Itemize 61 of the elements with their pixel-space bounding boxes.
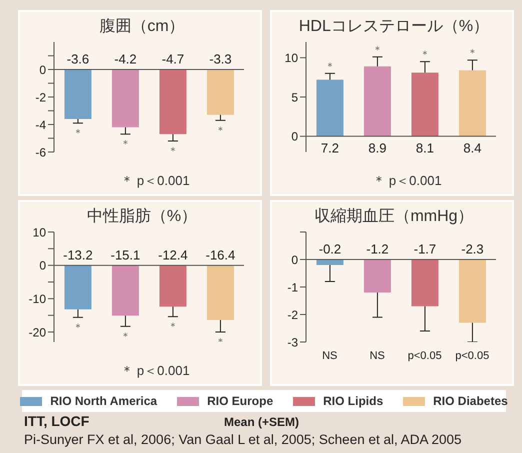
text: ITT, LOCF — [24, 413, 90, 429]
y-tick-label: 0 — [291, 252, 298, 267]
legend-label: RIO Europe — [206, 394, 274, 408]
data-label: -0.2 — [318, 242, 342, 256]
annotation: ＊ — [324, 61, 335, 72]
y-tick-label: 10 — [284, 50, 298, 65]
data-label: -3.3 — [209, 52, 232, 66]
annotation: ＊ — [467, 48, 478, 60]
annotation: ＊ — [215, 125, 226, 136]
y-tick-label: -20 — [28, 325, 46, 340]
data-label: -4.2 — [114, 52, 137, 66]
data-label: -13.2 — [63, 247, 93, 262]
y-tick-label: 0 — [291, 130, 298, 144]
data-label: -15.1 — [110, 247, 140, 262]
y-tick-label: -2 — [287, 308, 298, 322]
x-tick-label: NS — [322, 350, 338, 362]
y-tick-label: -3 — [287, 335, 298, 350]
x-tick-label: p<0.05 — [455, 350, 490, 362]
data-label: 8.4 — [463, 140, 482, 156]
data-label: -4.7 — [162, 52, 184, 66]
data-label: -12.4 — [158, 247, 188, 262]
chart-title: 中性脂肪（%） — [86, 206, 198, 227]
data-label: -3.6 — [66, 52, 90, 66]
chart-title: 収縮期血圧（mmHg） — [313, 206, 475, 227]
y-tick-label: 5 — [291, 90, 298, 104]
data-label: -2.3 — [461, 242, 484, 256]
y-tick-label: -2 — [35, 90, 46, 104]
annotation: ＊ — [168, 146, 178, 157]
annotation: ＊ — [72, 322, 83, 334]
data-label: 8.1 — [416, 140, 434, 156]
text: Pi-Sunyer FX et al, 2006; Van Gaal L et al, 2005; Scheen et al, ADA 2005 — [24, 432, 462, 447]
y-tick-label: 0 — [39, 62, 46, 77]
legend-label: RIO Diabetes — [432, 394, 508, 408]
data-label: -1.2 — [366, 242, 389, 256]
y-tick-label: 10 — [32, 225, 46, 240]
text: ＊ p＜0.001 — [119, 172, 191, 190]
annotation: ＊ — [168, 322, 178, 333]
text: ＊ p＜0.001 — [371, 172, 443, 190]
annotation: ＊ — [420, 50, 430, 61]
annotation: ＊ — [72, 128, 83, 140]
y-tick-label: 0 — [39, 258, 46, 273]
annotation: ＊ — [120, 331, 130, 342]
y-tick-label: -10 — [28, 292, 46, 306]
legend-label: RIO North America — [49, 394, 158, 408]
data-label: -16.4 — [206, 247, 236, 262]
y-tick-label: -1 — [287, 280, 298, 294]
annotation: ＊ — [372, 44, 382, 56]
chart-title: 腹囲（cm） — [98, 17, 186, 37]
x-tick-label: NS — [370, 350, 385, 362]
legend-label: RIO Lipids — [322, 394, 384, 408]
y-tick-label: -4 — [35, 118, 46, 132]
x-tick-label: p<0.05 — [408, 350, 442, 362]
annotation: ＊ — [120, 139, 130, 150]
text: Mean (+SEM) — [224, 415, 300, 429]
text: ＊ p＜0.001 — [119, 362, 191, 380]
y-tick-label: -6 — [35, 145, 46, 160]
data-label: -1.7 — [414, 242, 436, 256]
annotation: ＊ — [215, 337, 226, 348]
data-label: 8.9 — [368, 140, 386, 156]
data-label: 7.2 — [320, 140, 339, 156]
chart-title: HDLコレステロール（%） — [298, 17, 490, 37]
